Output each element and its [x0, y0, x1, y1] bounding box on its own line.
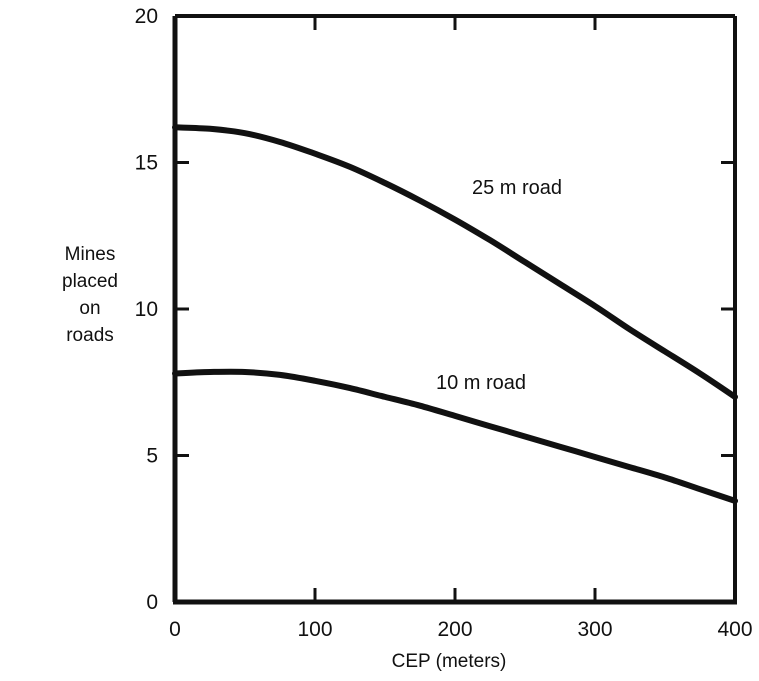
x-axis-label: CEP (meters) [392, 651, 507, 672]
y-tick-label: 15 [135, 152, 158, 175]
y-tick-label: 10 [135, 298, 158, 321]
y-axis-label-line-4: roads [66, 325, 114, 346]
x-tick-label: 400 [717, 618, 752, 641]
y-tick-label: 0 [146, 591, 158, 614]
y-axis-label-line-3: on [79, 298, 100, 319]
series-lines [172, 124, 738, 504]
y-axis-label-line-2: placed [62, 271, 118, 292]
y-tick-label: 5 [146, 445, 158, 468]
y-axis-label-line-1: Mines [65, 244, 116, 265]
y-tick-label: 20 [135, 5, 158, 28]
x-tick-label: 200 [437, 618, 472, 641]
y-axis-ticks: 0 5 10 15 20 [135, 5, 735, 614]
x-tick-label: 0 [169, 618, 181, 641]
series-labels: 25 m road 10 m road [436, 177, 562, 394]
x-tick-label: 300 [577, 618, 612, 641]
plot-frame [172, 14, 737, 605]
series-line-10m-road [172, 368, 738, 504]
x-tick-label: 100 [297, 618, 332, 641]
series-line-25m-road [172, 124, 738, 400]
series-label-10m-road: 10 m road [436, 372, 526, 394]
x-axis-ticks: 0 100 200 300 400 [169, 16, 753, 641]
series-label-25m-road: 25 m road [472, 177, 562, 199]
